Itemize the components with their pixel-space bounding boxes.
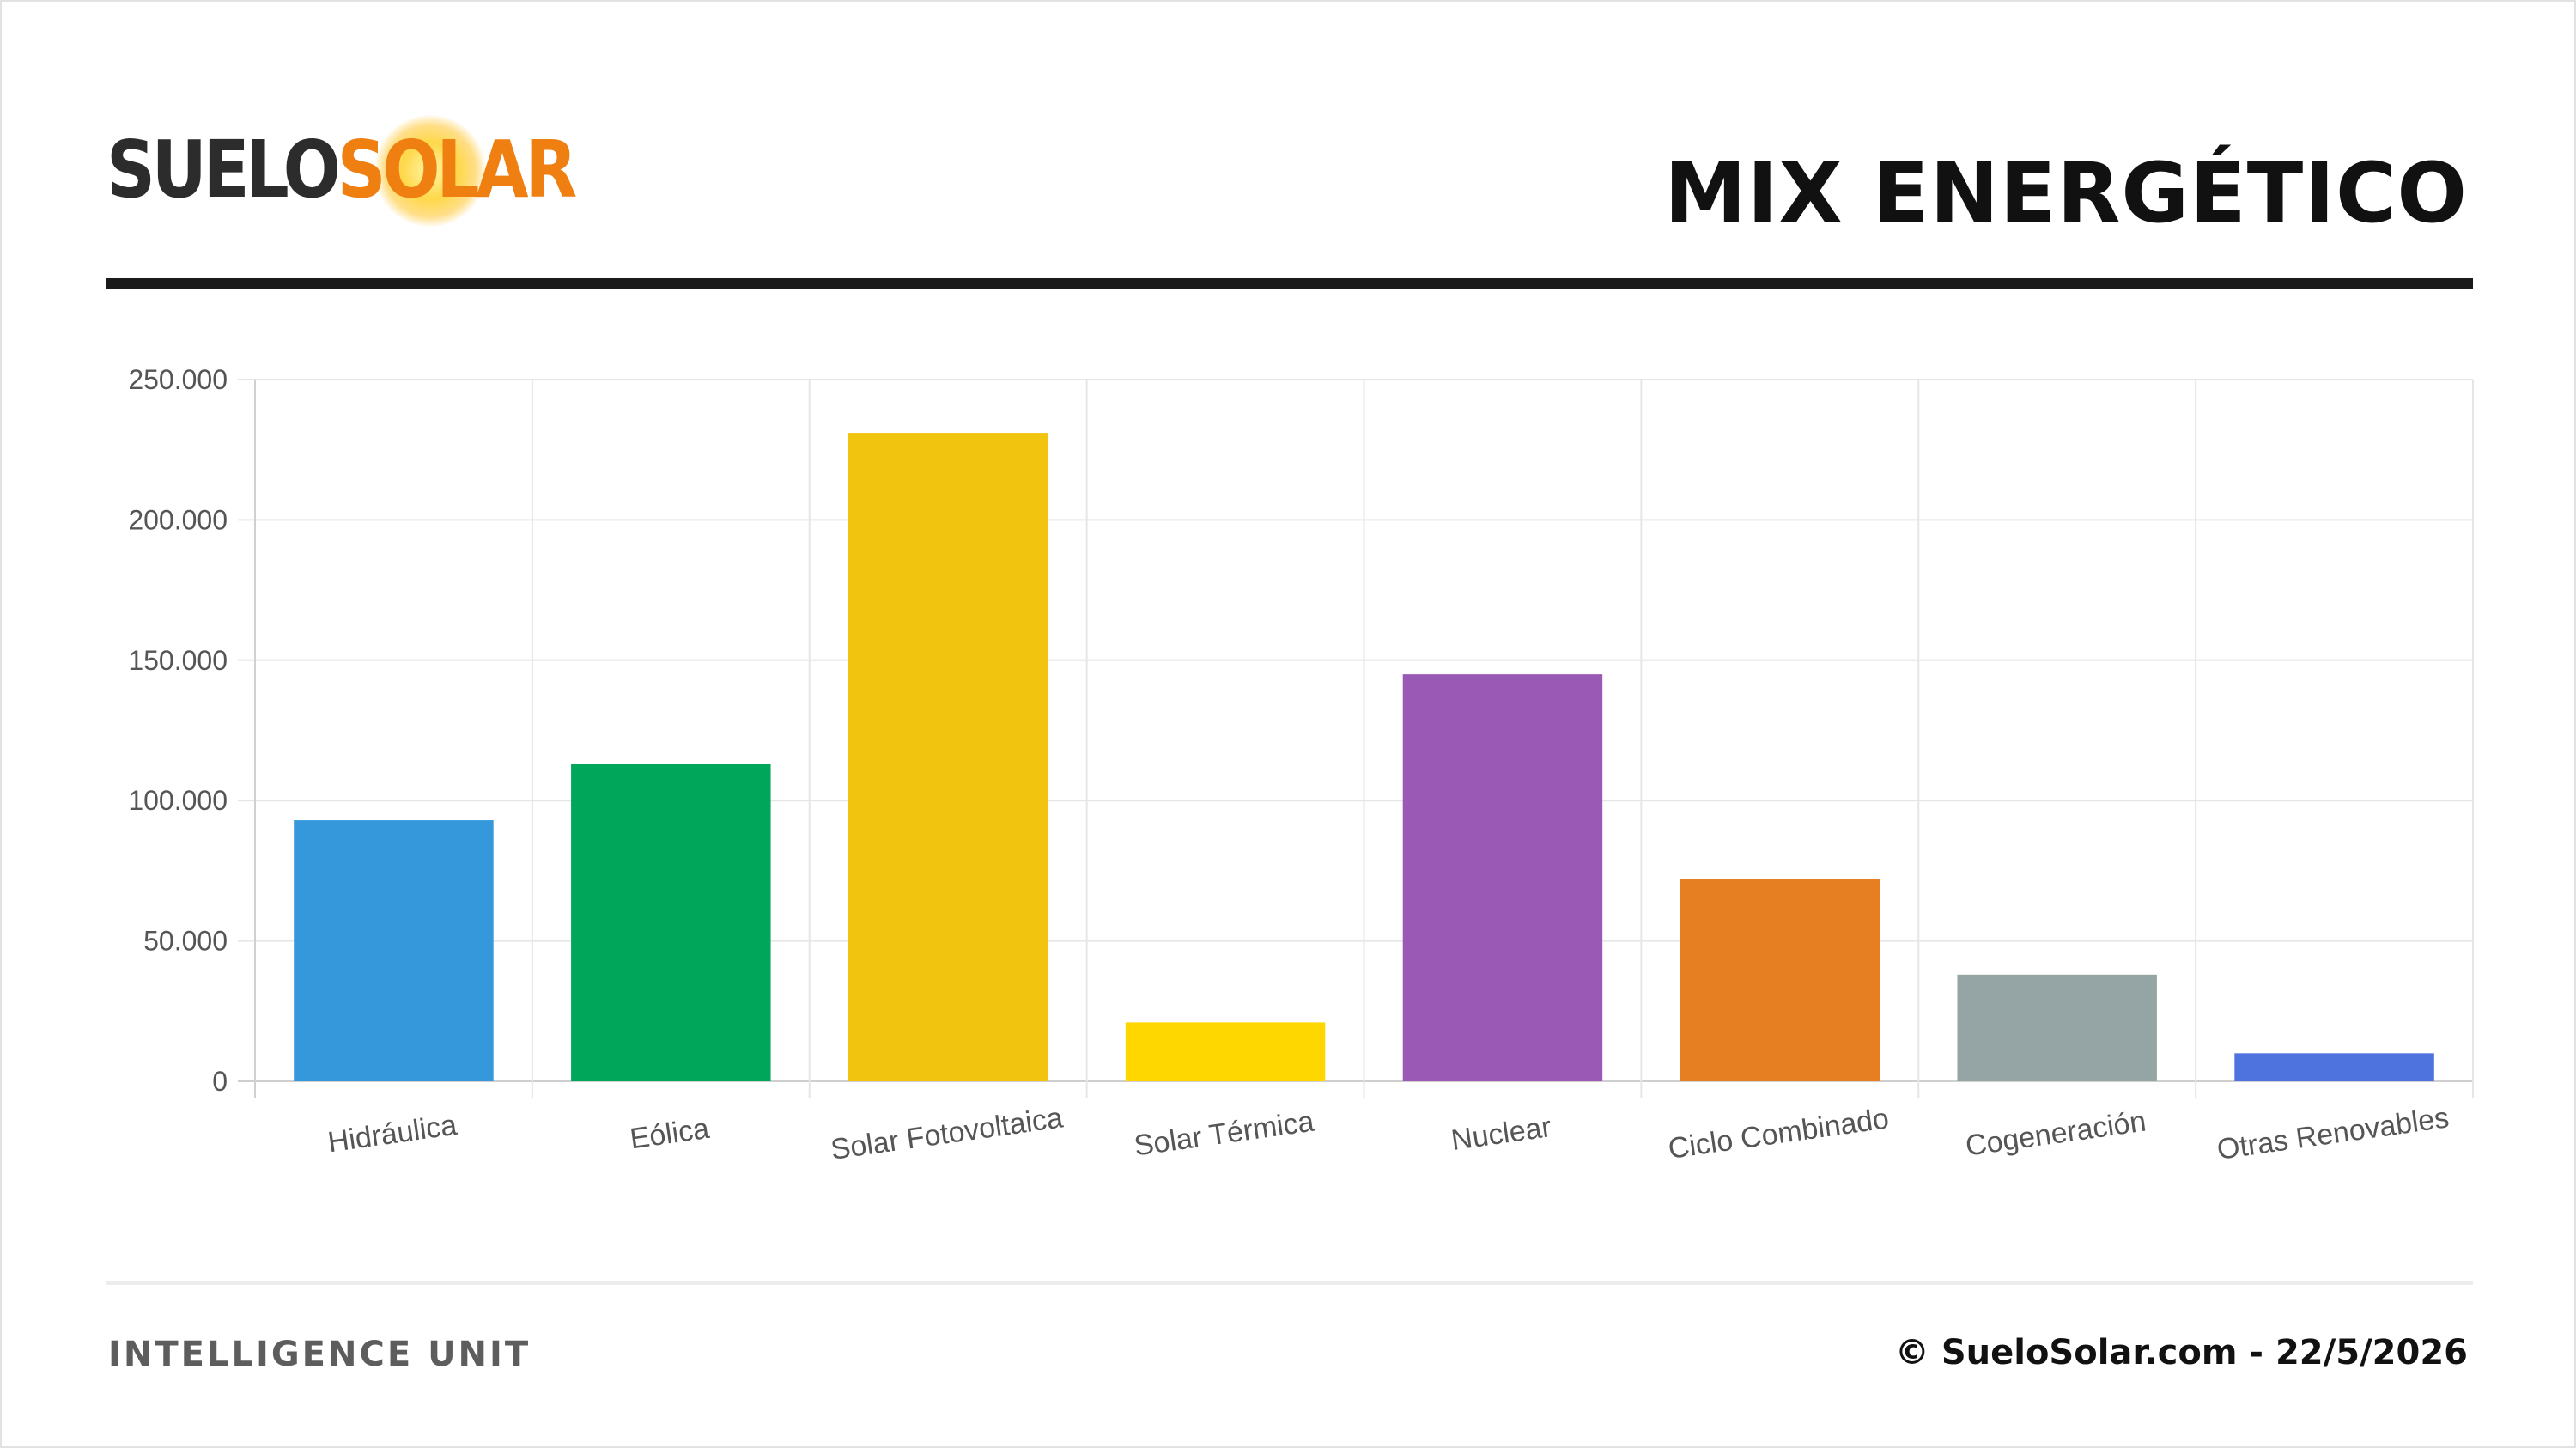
- bar: [2234, 1053, 2434, 1081]
- y-tick-label: 200.000: [128, 504, 228, 535]
- bar: [1680, 879, 1880, 1081]
- bar: [848, 433, 1048, 1081]
- x-tick-label: Ciclo Combinado: [1666, 1102, 1891, 1165]
- x-tick-label: Solar Térmica: [1132, 1105, 1315, 1163]
- bar: [1957, 974, 2157, 1081]
- title-divider: [106, 278, 2473, 289]
- bar-chart: 0 50.000 100.000 150.000 200.000 250.000 Hidrá…: [128, 364, 2474, 1166]
- footer-unit-label: INTELLIGENCE UNIT: [108, 1335, 532, 1374]
- sun-icon: [374, 115, 486, 227]
- bar: [571, 764, 771, 1081]
- y-tick-label: 250.000: [128, 364, 228, 395]
- x-tick-label: Eólica: [628, 1112, 711, 1156]
- chart-bars: [294, 433, 2434, 1081]
- x-tick-label: Nuclear: [1449, 1110, 1553, 1157]
- x-tick-label: Hidráulica: [325, 1109, 459, 1159]
- bar: [294, 820, 494, 1081]
- bar: [1125, 1022, 1326, 1081]
- logo-text-suelo: SUELO: [106, 124, 341, 216]
- x-tick-label: Otras Renovables: [2215, 1101, 2451, 1166]
- x-tick-label: Cogeneración: [1964, 1105, 2148, 1163]
- x-tick-label: Solar Fotovoltaica: [829, 1101, 1065, 1166]
- bar: [1402, 674, 1603, 1081]
- footer-divider: [106, 1281, 2473, 1285]
- page-title: MIX ENERGÉTICO: [1664, 145, 2468, 241]
- y-tick-label: 150.000: [128, 645, 228, 676]
- suelosolar-logo: SUELOSOLAR: [103, 103, 584, 240]
- logo-wordmark: SUELOSOLAR: [106, 124, 578, 216]
- y-tick-label: 0: [212, 1066, 228, 1097]
- y-tick-label: 50.000: [143, 926, 228, 957]
- logo-text-solar: SOLAR: [337, 124, 578, 216]
- footer-copyright: © SueloSolar.com - 22/5/2026: [1894, 1333, 2468, 1372]
- y-tick-label: 100.000: [128, 785, 228, 816]
